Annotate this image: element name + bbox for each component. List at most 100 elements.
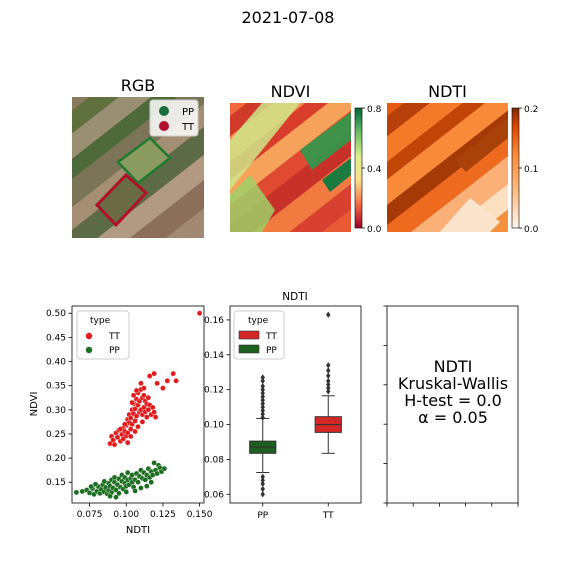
- scatter-point-tt: [129, 399, 135, 406]
- box-outlier-pp: [260, 407, 265, 414]
- box-legend: type TT PP: [233, 310, 285, 360]
- ndvi-panel-title: NDVI: [270, 82, 311, 101]
- ndti-colorbar-tick-bottom: 0.0: [524, 225, 539, 235]
- scatter-point-pp: [107, 493, 113, 500]
- scatter-point-tt: [111, 441, 118, 448]
- box-legend-label-tt: TT: [265, 332, 277, 342]
- scatter-point-pp: [124, 469, 131, 476]
- scatter-x-tick-label: 0.125: [150, 510, 176, 520]
- scatter-point-pp: [138, 485, 144, 491]
- scatter-legend-label-pp: PP: [109, 346, 120, 356]
- scatter-point-tt: [133, 387, 140, 394]
- stats-text: NDTI Kruskal-Wallis H-test = 0.0 α = 0.0…: [388, 358, 518, 426]
- box-outlier-tt: [326, 381, 331, 388]
- box-outlier-pp: [260, 414, 265, 421]
- ndvi-colorbar-tick-mid: 0.4: [367, 165, 382, 175]
- scatter-point-tt: [154, 380, 160, 387]
- scatter-legend-label-tt: TT: [108, 332, 120, 342]
- rgb-legend-label-pp: PP: [182, 107, 194, 118]
- scatter-point-tt: [139, 419, 146, 425]
- stats-line-2: Kruskal-Wallis: [397, 374, 509, 393]
- box-outlier-pp: [260, 389, 265, 397]
- scatter-x-tick-label: 0.150: [187, 510, 213, 520]
- scatter-point-tt: [152, 414, 159, 420]
- scatter-point-tt: [164, 377, 171, 384]
- scatter-point-tt: [132, 405, 138, 412]
- box-outlier-tt: [326, 311, 331, 318]
- box-elements: [249, 311, 342, 498]
- scatter-y-tick-label: 0.25: [46, 430, 66, 440]
- box-outlier-pp: [260, 485, 265, 493]
- scatter-point-pp: [161, 465, 168, 472]
- stats-ticks: [383, 305, 519, 507]
- box-y-tick-label: 0.10: [204, 421, 224, 431]
- scatter-point-tt: [151, 370, 157, 377]
- scatter-point-tt: [149, 404, 156, 411]
- scatter-point-pp: [113, 494, 119, 501]
- box-outlier-pp: [260, 377, 265, 385]
- ndti-colorbar: 0.2 0.1 0.0: [511, 105, 539, 235]
- scatter-point-tt: [132, 428, 138, 435]
- box-outlier-pp: [260, 480, 265, 488]
- scatter-x-tick-label: 0.075: [77, 510, 103, 520]
- scatter-point-tt: [135, 423, 141, 430]
- scatter-point-tt: [170, 370, 176, 377]
- box-outlier-pp: [260, 491, 265, 498]
- scatter-y-tick-label: 0.35: [46, 382, 66, 392]
- scatter-point-pp: [151, 460, 157, 466]
- box-x-tick-label: TT: [322, 511, 334, 521]
- ndvi-colorbar: 0.8 0.4 0.0: [354, 105, 382, 235]
- legend-marker-pp: [159, 106, 169, 116]
- box-outlier-tt: [326, 388, 331, 395]
- scatter-point-tt: [132, 418, 138, 424]
- scatter-y-tick-label: 0.20: [46, 454, 66, 464]
- scatter-point-pp: [123, 489, 130, 495]
- rgb-panel-title: RGB: [120, 76, 156, 95]
- box-outlier-pp: [260, 473, 265, 481]
- scatter-y-tick-label: 0.40: [46, 358, 66, 368]
- scatter-point-pp: [73, 489, 80, 496]
- scatter-point-tt: [127, 415, 134, 421]
- scatter-point-pp: [143, 483, 150, 489]
- box-outlier-pp: [260, 396, 265, 404]
- box-outlier-tt: [326, 377, 331, 385]
- rgb-legend-label-tt: TT: [181, 122, 195, 133]
- box-y-tick-label: 0.08: [204, 455, 224, 465]
- ndvi-colorbar-tick-top: 0.8: [367, 105, 382, 115]
- scatter-point-tt: [133, 413, 140, 419]
- box-x-ticks: PP TT: [257, 503, 334, 521]
- box-outlier-tt: [326, 372, 331, 379]
- box-plot-title: NDTI: [282, 291, 307, 303]
- box-outlier-pp: [260, 393, 265, 400]
- scatter-frame: [71, 305, 205, 504]
- scatter-point-tt: [143, 414, 150, 420]
- scatter-point-tt: [146, 373, 153, 379]
- scatter-point-tt: [127, 433, 134, 440]
- scatter-point-tt: [145, 394, 152, 401]
- scatter-point-tt: [124, 439, 131, 446]
- scatter-point-tt: [130, 392, 137, 399]
- stats-line-1: NDTI: [433, 357, 473, 376]
- scatter-point-tt: [138, 380, 144, 387]
- ndvi-image: [230, 103, 351, 232]
- rgb-legend: PP TT: [149, 99, 199, 137]
- scatter-point-tt: [141, 385, 147, 391]
- box-outlier-pp: [260, 403, 265, 411]
- box-legend-swatch-pp: [238, 344, 260, 354]
- box-y-ticks: 0.06 0.08 0.10 0.12 0.14 0.16: [204, 316, 230, 500]
- scatter-legend-marker-pp: [85, 346, 93, 354]
- scatter-point-pp: [116, 490, 122, 497]
- ndti-colorbar-tick-mid: 0.1: [524, 165, 538, 175]
- box-y-tick-label: 0.12: [204, 386, 224, 396]
- scatter-y-label: NDVI: [29, 392, 40, 417]
- box-x-tick-label: PP: [257, 511, 268, 521]
- stats-line-4: α = 0.05: [418, 408, 488, 427]
- box-outlier-pp: [260, 382, 265, 390]
- box-outlier-pp: [260, 400, 265, 407]
- scatter-point-tt: [141, 392, 147, 399]
- scatter-point-tt: [160, 385, 166, 391]
- box-outlier-tt: [326, 367, 331, 374]
- scatter-x-label: NDTI: [126, 525, 150, 536]
- box-legend-label-pp: PP: [266, 346, 277, 356]
